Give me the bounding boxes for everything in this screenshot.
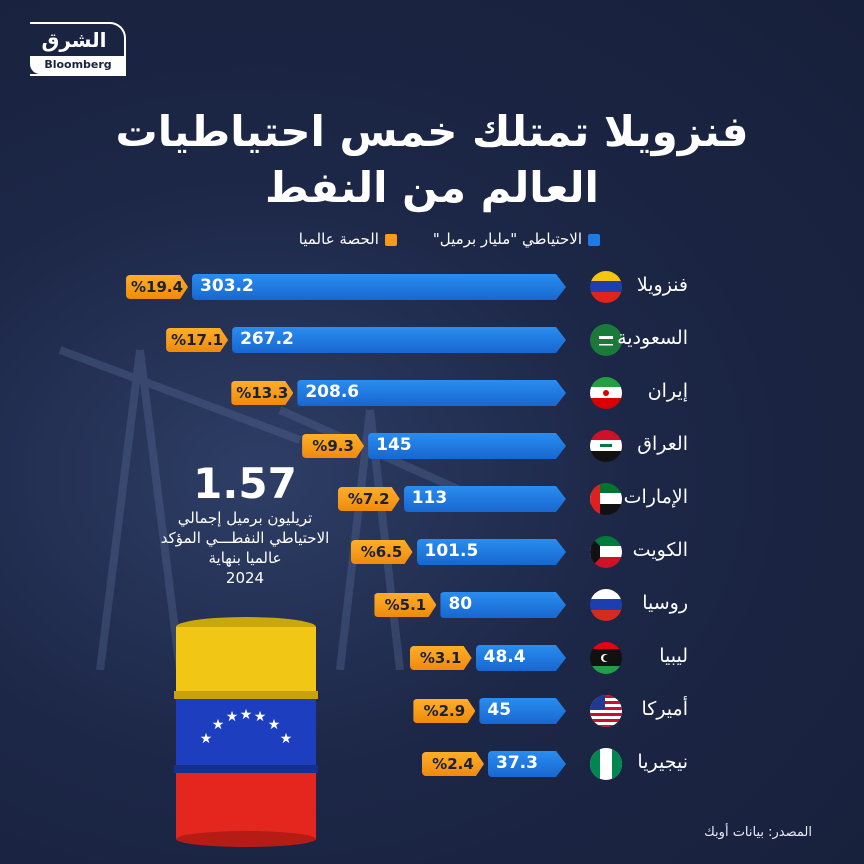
bar-row: %2.9 45 أميركا xyxy=(0,694,864,728)
reserve-value: 45 xyxy=(487,700,512,720)
legend-swatch-blue xyxy=(588,233,600,246)
country-label: روسيا xyxy=(642,592,688,614)
bar-row: %6.5 101.5 الكويت xyxy=(0,535,864,569)
legend-share: الحصة عالميا xyxy=(299,230,397,248)
share-badge: %3.1 xyxy=(410,646,472,670)
share-badge: %17.1 xyxy=(166,328,228,352)
share-badge: %5.1 xyxy=(374,593,436,617)
share-badge: %13.3 xyxy=(231,381,293,405)
saudi-arabia-flag-icon xyxy=(590,324,622,356)
russia-flag-icon xyxy=(590,589,622,621)
total-reserves-note: 1.57 تريليون برميل إجمالي الاحتياطي النف… xyxy=(160,459,330,588)
bar-row: %13.3 208.6 إيران xyxy=(0,376,864,410)
reserve-value: 80 xyxy=(448,594,473,614)
reserve-bar: 208.6 xyxy=(297,380,566,406)
share-badge: %2.9 xyxy=(413,699,475,723)
reserve-value: 145 xyxy=(376,435,412,455)
bar-row: %9.3 145 العراق xyxy=(0,429,864,463)
reserve-value: 208.6 xyxy=(305,382,360,402)
reserve-bar: 145 xyxy=(368,433,566,459)
brand-logo: الشرق Bloomberg xyxy=(30,22,126,76)
bar-row: %5.1 80 روسيا xyxy=(0,588,864,622)
reserve-value: 267.2 xyxy=(240,329,294,349)
country-label: ليبيا xyxy=(659,645,688,667)
share-badge: %19.4 xyxy=(126,275,188,299)
country-label: فنزويلا xyxy=(636,274,688,296)
chart-title: فنزويلا تمتلك خمس احتياطيات العالم من ال… xyxy=(115,107,749,212)
bar-row: %19.4 303.2 فنزويلا xyxy=(0,270,864,304)
country-label: أميركا xyxy=(641,698,688,720)
legend-reserve: الاحتياطي "مليار برميل" xyxy=(433,230,600,248)
venezuela-flag-barrel: ★★ ★ ★ ★ ★★ xyxy=(174,617,318,847)
svg-text:★: ★ xyxy=(226,709,239,725)
reserve-bar: 45 xyxy=(479,698,566,724)
reserve-bar: 267.2 xyxy=(232,327,566,353)
reserve-bar: 80 xyxy=(440,592,566,618)
reserve-value: 113 xyxy=(411,488,448,508)
svg-text:★: ★ xyxy=(212,717,225,733)
country-label: الكويت xyxy=(632,539,688,561)
reserve-value: 37.3 xyxy=(495,753,538,773)
country-label: نيجيريا xyxy=(637,751,688,773)
iran-flag-icon xyxy=(590,377,622,409)
venezuela-flag-icon xyxy=(590,271,622,303)
reserve-value: 48.4 xyxy=(483,647,526,667)
source-note: المصدر: بيانات أوبك xyxy=(704,825,812,840)
kuwait-flag-icon xyxy=(590,536,622,568)
legend: الاحتياطي "مليار برميل" الحصة عالميا xyxy=(299,230,600,248)
country-label: السعودية xyxy=(617,327,688,349)
bar-row: %7.2 113 الإمارات xyxy=(0,482,864,516)
reserve-value: 101.5 xyxy=(424,541,479,561)
share-badge: %6.5 xyxy=(351,540,413,564)
reserve-bar: 37.3 xyxy=(488,751,566,777)
share-badge: %9.3 xyxy=(302,434,364,458)
svg-text:★: ★ xyxy=(200,731,213,747)
svg-text:★: ★ xyxy=(280,731,293,747)
usa-flag-icon xyxy=(590,695,622,727)
uae-flag-icon xyxy=(590,483,622,515)
bar-row: %2.4 37.3 نيجيريا xyxy=(0,747,864,781)
iraq-flag-icon xyxy=(590,430,622,462)
reserve-bar: 113 xyxy=(404,486,566,512)
nigeria-flag-icon xyxy=(590,748,622,780)
reserve-bar: 48.4 xyxy=(476,645,566,671)
bar-row: %17.1 267.2 السعودية xyxy=(0,323,864,357)
share-badge: %2.4 xyxy=(422,752,484,776)
svg-text:★: ★ xyxy=(254,709,267,725)
country-label: إيران xyxy=(647,380,688,402)
bar-row: %3.1 48.4 ليبيا xyxy=(0,641,864,675)
country-label: العراق xyxy=(637,433,688,455)
svg-text:★: ★ xyxy=(268,717,281,733)
legend-swatch-orange xyxy=(384,233,397,246)
share-badge: %7.2 xyxy=(338,487,400,511)
svg-text:★: ★ xyxy=(240,707,253,723)
libya-flag-icon xyxy=(590,642,622,674)
reserve-value: 303.2 xyxy=(200,276,254,296)
reserve-bar: 101.5 xyxy=(417,539,566,565)
reserve-bar: 303.2 xyxy=(192,274,566,300)
country-label: الإمارات xyxy=(623,486,688,508)
